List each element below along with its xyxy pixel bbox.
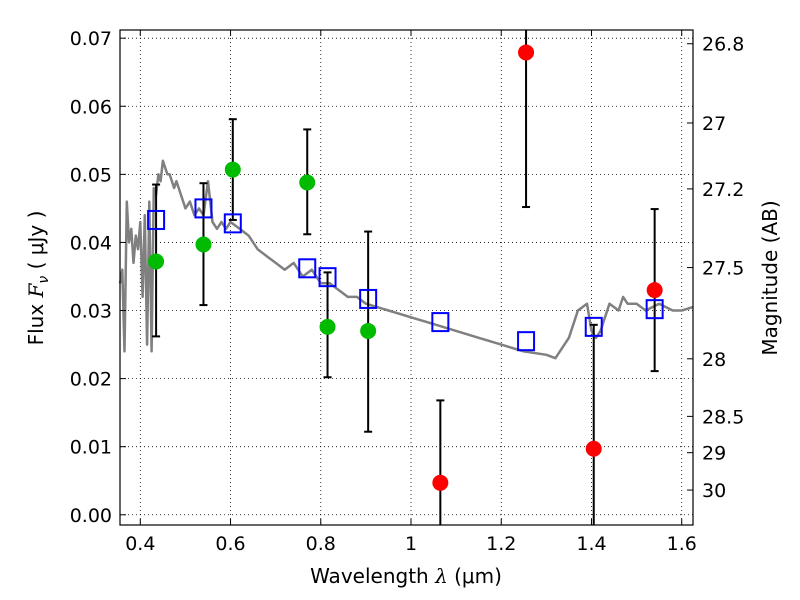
y-tick-label: 0.00 (70, 505, 112, 527)
model-flux-square (645, 299, 664, 320)
model-sed (118, 159, 694, 360)
right-tick-label: 28 (702, 349, 726, 371)
y-ticks: 0.00 0.01 0.02 0.03 0.04 0.05 0.06 0.07 (70, 28, 126, 527)
x-tick-label: 0.8 (306, 533, 336, 555)
green-data-point (360, 322, 377, 339)
y-tick-label: 0.04 (70, 232, 112, 254)
x-tick-label: 1 (405, 533, 417, 555)
x-tick-label: 1.4 (576, 533, 606, 555)
green-data-point (148, 253, 165, 270)
green-data-point (319, 318, 336, 335)
green-data-point (299, 174, 316, 191)
model-flux-square (517, 331, 536, 352)
x-axis-label: Wavelength λ (μm) (310, 564, 502, 588)
red-data-point (585, 440, 602, 457)
y-tick-label: 0.06 (70, 96, 112, 118)
right-tick-label: 30 (702, 480, 726, 502)
right-tick-label: 26.8 (702, 34, 744, 56)
right-axis-label: Magnitude (AB) (758, 200, 782, 355)
observed-points (148, 44, 663, 491)
y-tick-label: 0.05 (70, 164, 112, 186)
grid (120, 30, 693, 525)
x-tick-label: 0.6 (215, 533, 245, 555)
x-tick-label: 1.2 (486, 533, 516, 555)
model-sed-line (118, 159, 694, 360)
green-data-point (195, 236, 212, 253)
right-tick-label: 28.5 (702, 406, 744, 428)
y-tick-label: 0.03 (70, 301, 112, 323)
red-data-point (646, 282, 663, 299)
x-tick-label: 1.6 (667, 533, 697, 555)
y-tick-label: 0.07 (70, 28, 112, 50)
y-axis-label: Flux Fν ( μJy ) (24, 211, 52, 346)
right-tick-label: 27.5 (702, 258, 744, 280)
green-data-point (224, 161, 241, 178)
right-tick-label: 29 (702, 443, 726, 465)
x-ticks: 0.4 0.6 0.8 1 1.2 1.4 1.6 (125, 30, 697, 555)
y-tick-label: 0.02 (70, 369, 112, 391)
red-data-point (432, 474, 449, 491)
x-tick-label: 0.4 (125, 533, 155, 555)
error-bars (152, 30, 659, 525)
y-tick-label: 0.01 (70, 437, 112, 459)
model-flux-square (431, 312, 450, 333)
right-tick-label: 27.2 (702, 179, 744, 201)
red-data-point (518, 44, 535, 61)
plot-frame (119, 29, 694, 526)
model-photometry (147, 198, 664, 352)
model-flux-square (298, 258, 317, 279)
model-flux-square (359, 288, 378, 309)
right-ticks: 26.8 27 27.2 27.5 28 28.5 29 30 (687, 34, 744, 502)
model-flux-square (584, 316, 603, 337)
model-flux-square (147, 209, 166, 230)
right-tick-label: 27 (702, 113, 726, 135)
model-flux-square (318, 267, 337, 288)
model-flux-square (223, 213, 242, 234)
model-flux-square (194, 198, 213, 219)
